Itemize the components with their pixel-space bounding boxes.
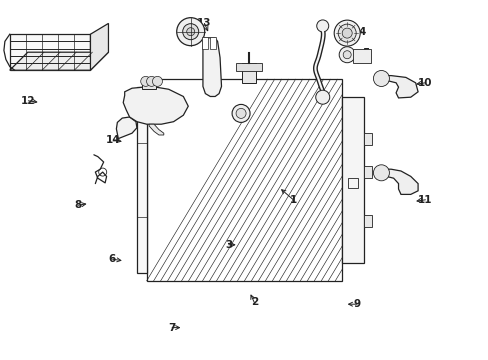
Circle shape	[183, 24, 198, 40]
Bar	[202, 37, 208, 49]
Text: 2: 2	[250, 297, 257, 307]
Bar	[242, 63, 256, 82]
Circle shape	[373, 165, 388, 181]
Bar	[236, 63, 262, 71]
Bar	[364, 132, 371, 145]
Bar	[364, 166, 371, 178]
Bar	[146, 79, 342, 281]
Circle shape	[339, 47, 354, 63]
Text: 4: 4	[357, 27, 365, 37]
Text: 3: 3	[225, 240, 232, 250]
Text: 5: 5	[362, 48, 368, 58]
Bar	[342, 97, 364, 263]
Circle shape	[186, 28, 194, 36]
Circle shape	[342, 28, 351, 38]
Text: 9: 9	[353, 299, 360, 309]
Circle shape	[146, 76, 156, 86]
Polygon shape	[116, 117, 137, 139]
Polygon shape	[10, 52, 108, 70]
Circle shape	[343, 51, 350, 59]
Polygon shape	[142, 79, 156, 89]
Text: 13: 13	[197, 18, 211, 28]
Text: 10: 10	[417, 78, 432, 88]
Text: 11: 11	[417, 195, 432, 205]
Circle shape	[315, 90, 329, 104]
Polygon shape	[381, 76, 417, 98]
Circle shape	[152, 76, 162, 86]
Polygon shape	[90, 23, 108, 70]
Circle shape	[236, 108, 245, 118]
Bar	[364, 215, 371, 228]
Circle shape	[373, 71, 388, 86]
Circle shape	[333, 20, 360, 46]
Bar	[209, 37, 215, 49]
Bar	[347, 178, 358, 188]
Circle shape	[176, 18, 204, 46]
Text: 14: 14	[106, 135, 121, 145]
Polygon shape	[149, 124, 163, 135]
Text: 1: 1	[289, 195, 296, 205]
Polygon shape	[123, 86, 188, 124]
Text: 8: 8	[75, 200, 81, 210]
Circle shape	[316, 20, 328, 32]
Text: 6: 6	[109, 254, 116, 264]
Bar	[352, 49, 370, 63]
Circle shape	[338, 24, 355, 42]
Circle shape	[141, 76, 150, 86]
Polygon shape	[381, 169, 417, 194]
Polygon shape	[203, 38, 221, 96]
Text: 7: 7	[168, 323, 176, 333]
Bar	[10, 34, 90, 70]
Bar	[137, 87, 146, 273]
Circle shape	[232, 104, 249, 122]
Text: 12: 12	[21, 96, 36, 106]
